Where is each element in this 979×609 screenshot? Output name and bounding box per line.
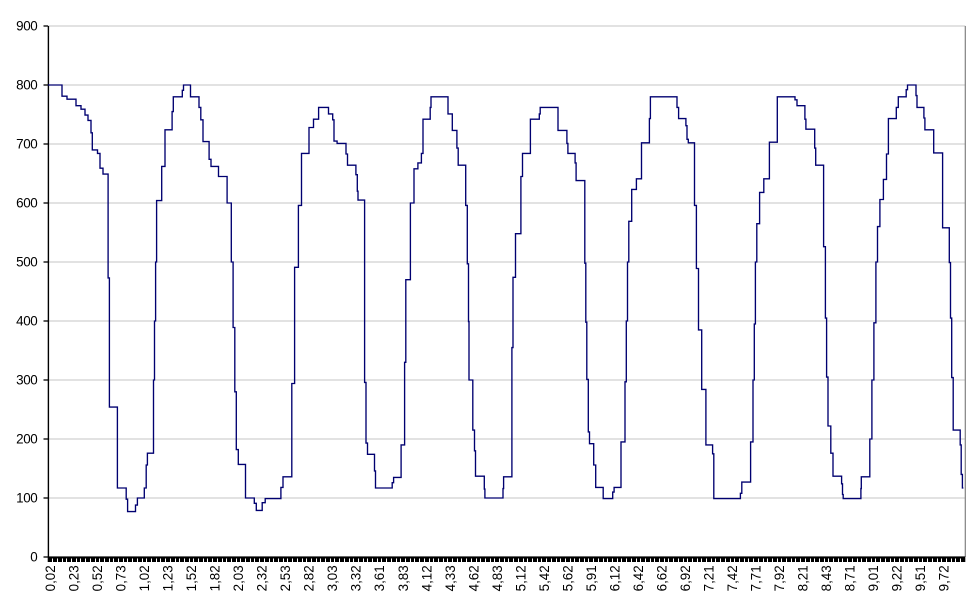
svg-text:0,02: 0,02 bbox=[43, 565, 58, 591]
svg-text:2,53: 2,53 bbox=[278, 565, 293, 591]
svg-text:1,23: 1,23 bbox=[161, 565, 176, 591]
svg-text:4,33: 4,33 bbox=[443, 565, 458, 591]
svg-text:5,91: 5,91 bbox=[584, 565, 599, 591]
svg-text:0,52: 0,52 bbox=[90, 565, 105, 591]
svg-text:9,01: 9,01 bbox=[866, 565, 881, 591]
svg-text:3,32: 3,32 bbox=[349, 565, 364, 591]
svg-text:500: 500 bbox=[16, 254, 37, 269]
svg-text:600: 600 bbox=[16, 195, 37, 210]
svg-text:4,12: 4,12 bbox=[419, 565, 434, 591]
svg-text:5,42: 5,42 bbox=[537, 565, 552, 591]
svg-text:6,12: 6,12 bbox=[607, 565, 622, 591]
svg-text:800: 800 bbox=[16, 77, 37, 92]
svg-text:8,43: 8,43 bbox=[819, 565, 834, 591]
svg-text:8,71: 8,71 bbox=[843, 565, 858, 591]
svg-text:5,12: 5,12 bbox=[513, 565, 528, 591]
svg-text:900: 900 bbox=[16, 18, 37, 33]
svg-text:4,62: 4,62 bbox=[466, 565, 481, 591]
svg-text:5,62: 5,62 bbox=[560, 565, 575, 591]
svg-text:3,83: 3,83 bbox=[396, 565, 411, 591]
svg-text:1,02: 1,02 bbox=[137, 565, 152, 591]
svg-text:4,83: 4,83 bbox=[490, 565, 505, 591]
svg-text:0,73: 0,73 bbox=[114, 565, 129, 591]
svg-text:8,21: 8,21 bbox=[796, 565, 811, 591]
svg-text:6,62: 6,62 bbox=[655, 565, 670, 591]
svg-text:6,42: 6,42 bbox=[631, 565, 646, 591]
svg-text:100: 100 bbox=[16, 490, 37, 505]
svg-text:0: 0 bbox=[30, 549, 37, 564]
svg-text:7,42: 7,42 bbox=[725, 565, 740, 591]
svg-text:400: 400 bbox=[16, 313, 37, 328]
svg-text:2,32: 2,32 bbox=[255, 565, 270, 591]
svg-text:2,82: 2,82 bbox=[302, 565, 317, 591]
svg-text:6,92: 6,92 bbox=[678, 565, 693, 591]
svg-text:300: 300 bbox=[16, 372, 37, 387]
svg-text:3,03: 3,03 bbox=[325, 565, 340, 591]
svg-text:9,22: 9,22 bbox=[890, 565, 905, 591]
svg-text:1,52: 1,52 bbox=[184, 565, 199, 591]
svg-text:9,72: 9,72 bbox=[937, 565, 952, 591]
svg-text:7,92: 7,92 bbox=[772, 565, 787, 591]
svg-text:200: 200 bbox=[16, 431, 37, 446]
svg-text:700: 700 bbox=[16, 136, 37, 151]
svg-text:7,21: 7,21 bbox=[702, 565, 717, 591]
svg-text:9,51: 9,51 bbox=[913, 565, 928, 591]
svg-text:2,03: 2,03 bbox=[231, 565, 246, 591]
svg-text:0,23: 0,23 bbox=[67, 565, 82, 591]
svg-text:7,71: 7,71 bbox=[749, 565, 764, 591]
svg-text:1,82: 1,82 bbox=[208, 565, 223, 591]
svg-text:3,61: 3,61 bbox=[372, 565, 387, 591]
